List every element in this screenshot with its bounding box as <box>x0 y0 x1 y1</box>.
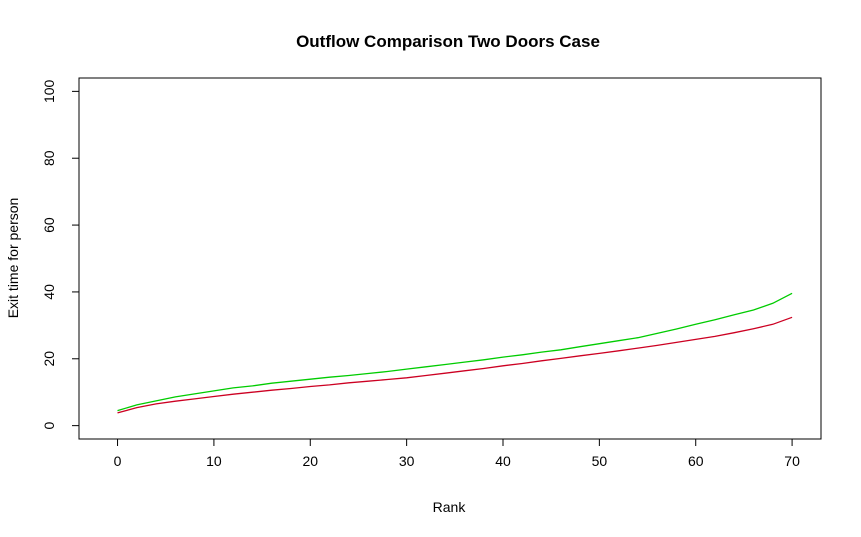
plot-frame <box>78 77 822 440</box>
y-tick-label-80: 80 <box>41 150 57 166</box>
y-tick-label-100: 100 <box>41 79 57 103</box>
series-line-2 <box>117 316 793 414</box>
x-tick-label-0: 0 <box>114 453 122 469</box>
y-tick-label-20: 20 <box>41 351 57 367</box>
y-tick-label-0: 0 <box>41 422 57 430</box>
x-axis: 0 10 20 30 40 50 60 70 <box>114 438 800 469</box>
series-layer <box>117 292 793 414</box>
x-tick-label-50: 50 <box>592 453 608 469</box>
x-axis-label: Rank <box>433 499 467 515</box>
y-axis: 0 20 40 60 80 100 <box>41 79 80 430</box>
x-tick-label-20: 20 <box>302 453 318 469</box>
chart-title: Outflow Comparison Two Doors Case <box>296 32 600 51</box>
x-tick-label-30: 30 <box>399 453 415 469</box>
y-axis-label: Exit time for person <box>5 198 21 319</box>
x-tick-label-70: 70 <box>784 453 800 469</box>
y-tick-label-60: 60 <box>41 217 57 233</box>
x-tick-label-60: 60 <box>688 453 704 469</box>
x-tick-label-10: 10 <box>206 453 222 469</box>
x-tick-label-40: 40 <box>495 453 511 469</box>
series-line-1 <box>117 292 793 412</box>
y-tick-label-40: 40 <box>41 284 57 300</box>
